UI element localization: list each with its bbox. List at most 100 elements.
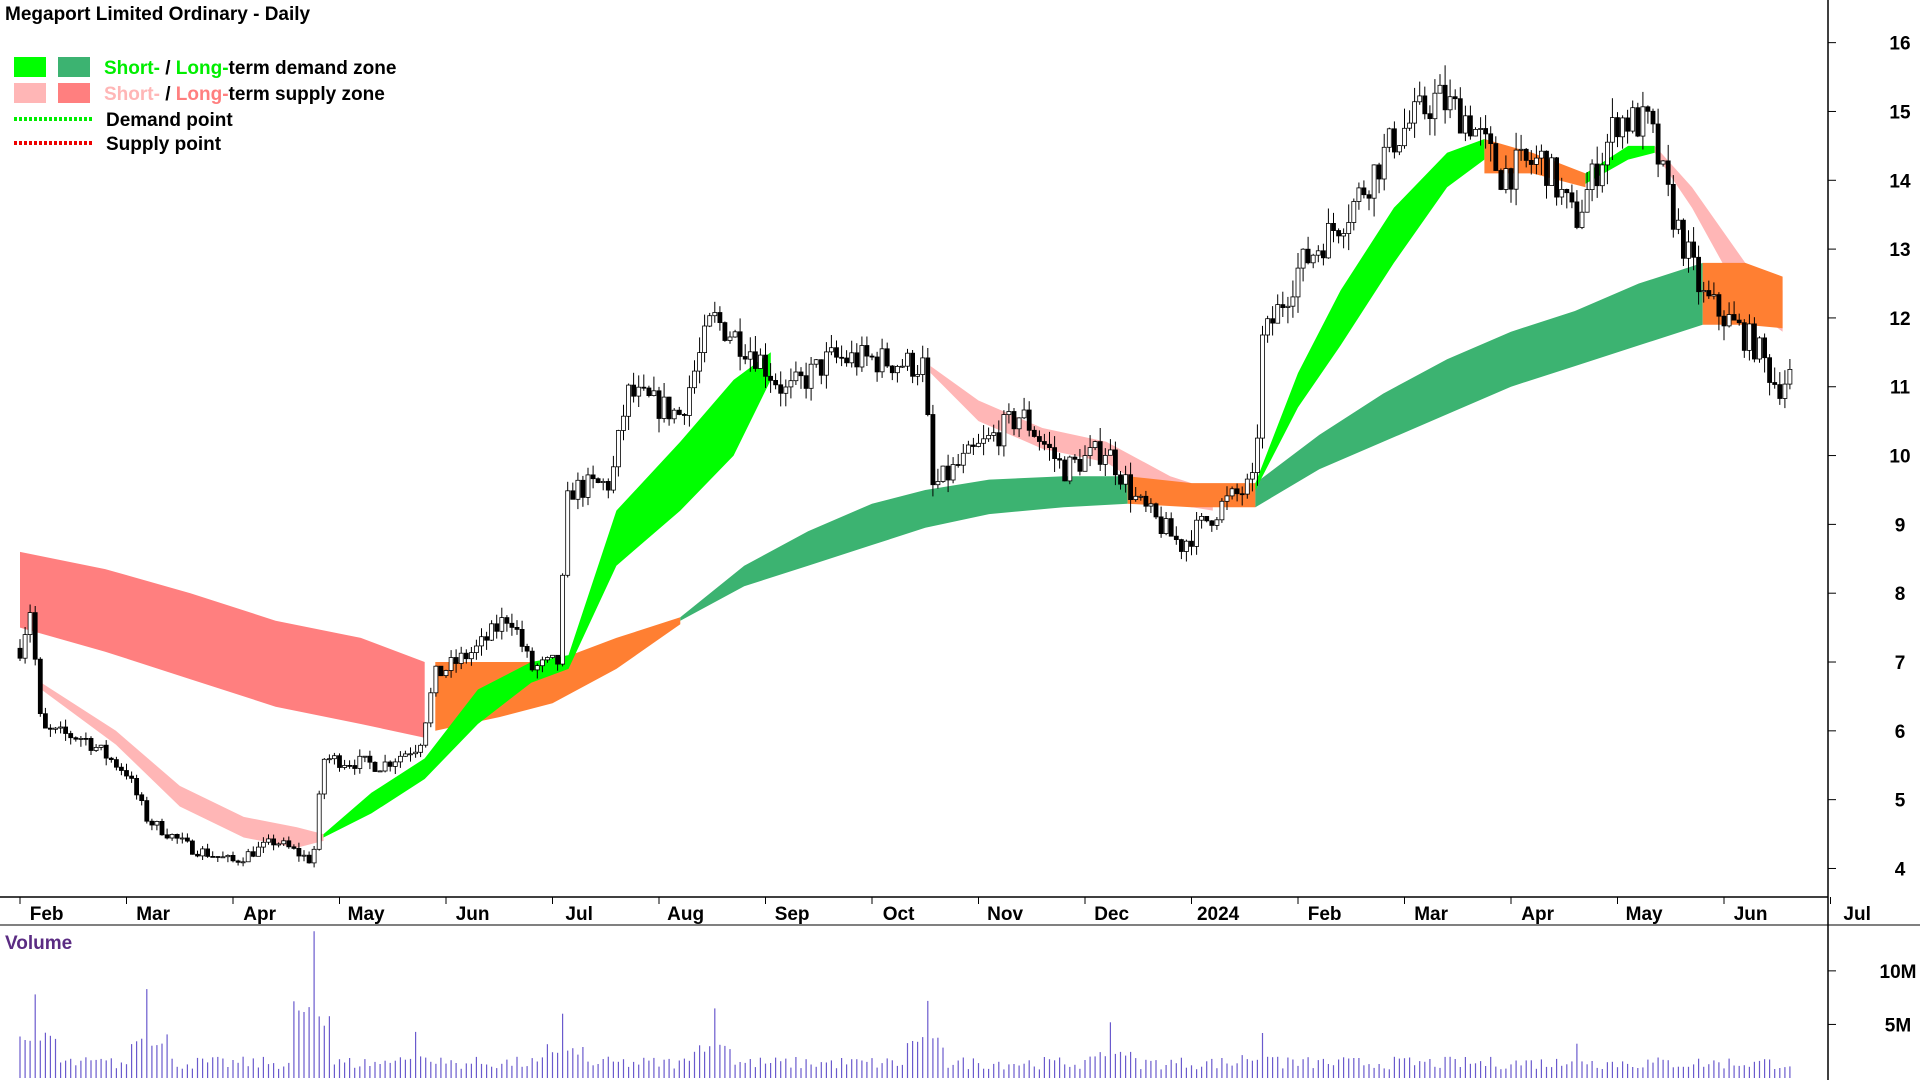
legend-supply-long-word: Long- [176, 84, 229, 105]
price-candles [17, 65, 1793, 868]
candle-body [1315, 250, 1321, 256]
x-tick-label: Jul [1843, 904, 1870, 925]
candle-body [1386, 128, 1392, 148]
legend-supply-point: Supply point [106, 134, 222, 155]
candle-body [154, 821, 160, 826]
candle-body [1650, 110, 1656, 125]
candle-body [250, 851, 256, 857]
candle-body [818, 359, 824, 376]
candle-body [976, 442, 981, 447]
candle-body [68, 733, 74, 739]
candle-body [529, 650, 535, 671]
candle-body [1736, 319, 1742, 324]
candle-body [210, 856, 216, 858]
legend-long-supply-swatch [58, 83, 90, 103]
zone-overlap-late [1702, 262, 1783, 329]
x-tick-label: May [348, 904, 385, 925]
candle-body [1731, 314, 1737, 321]
candle-body [1072, 456, 1078, 460]
candle-body [200, 848, 206, 857]
candle-body [1118, 474, 1123, 485]
candle-body [387, 761, 393, 767]
candle-body [1265, 318, 1270, 336]
candle-body [534, 665, 540, 671]
candle-body [235, 860, 241, 863]
candle-body [276, 843, 282, 846]
x-tick-label: Apr [1521, 904, 1554, 925]
zone-short-supply-early [41, 682, 324, 848]
candle-body [656, 390, 662, 419]
zone-long-supply-early [20, 551, 425, 738]
candle-body [707, 315, 713, 327]
candle-body [189, 840, 195, 855]
candle-body [1092, 441, 1098, 449]
candle-body [1518, 148, 1524, 151]
candle-body [331, 755, 337, 760]
candle-body [839, 356, 844, 359]
candle-body [702, 325, 707, 354]
candle-body [747, 351, 753, 360]
candle-body [1473, 128, 1478, 137]
zone-short-supply-mid [930, 366, 1213, 511]
legend-short-demand-swatch [14, 57, 46, 77]
y-tick-label: 7 [1895, 653, 1906, 674]
candle-body [1381, 146, 1387, 180]
candle-body [32, 612, 38, 660]
y-tick-label: 14 [1889, 171, 1911, 192]
candle-body [1569, 192, 1575, 203]
candle-body [1478, 128, 1483, 130]
candle-body [169, 834, 175, 839]
candle-body [1214, 519, 1220, 526]
candle-body [1493, 143, 1499, 171]
candle-body [443, 670, 449, 676]
candle-body [889, 365, 895, 374]
candle-body [83, 738, 89, 740]
candle-body [1691, 241, 1696, 258]
zone-bands [20, 139, 1783, 848]
candle-body [1483, 128, 1488, 135]
candle-body [1782, 383, 1788, 399]
zone-overlap-dec [1127, 476, 1256, 508]
candle-body [646, 387, 652, 396]
candle-body [570, 490, 576, 500]
candle-body [940, 465, 946, 482]
y-tick-label: 11 [1890, 378, 1911, 399]
candle-body [337, 755, 342, 768]
candle-body [88, 738, 94, 751]
candle-body [1189, 540, 1194, 547]
candle-body [742, 356, 748, 360]
candle-body [1463, 115, 1468, 134]
candle-body [854, 352, 860, 368]
legend-supply-zone: Short- / Long-term supply zone [104, 84, 385, 105]
candle-body [311, 848, 317, 864]
candle-body [692, 370, 697, 389]
candle-body [53, 727, 58, 730]
candle-body [824, 351, 829, 376]
candle-body [1787, 368, 1793, 385]
candle-body [682, 413, 687, 416]
candle-body [1310, 254, 1316, 264]
candle-body [27, 612, 33, 635]
candle-body [519, 629, 525, 647]
candle-body [1047, 443, 1052, 448]
candle-body [225, 855, 231, 858]
candle-body [1037, 436, 1042, 442]
candle-body [1437, 84, 1443, 94]
volume-axis-ticks: 5M 10M [1828, 962, 1916, 1036]
volume-label: Volume [5, 933, 72, 954]
candle-body [1275, 304, 1281, 324]
x-tick-label: Dec [1094, 904, 1129, 925]
candle-body [758, 354, 763, 369]
candle-body [1108, 449, 1113, 456]
candle-body [960, 452, 966, 466]
candle-body [1295, 267, 1301, 298]
candle-body [1630, 107, 1636, 132]
candle-body [661, 396, 667, 419]
candle-body [48, 727, 53, 730]
candle-body [1255, 437, 1260, 474]
candle-body [1559, 188, 1565, 198]
candle-body [489, 623, 495, 641]
candle-body [509, 622, 515, 628]
candle-body [468, 652, 474, 660]
